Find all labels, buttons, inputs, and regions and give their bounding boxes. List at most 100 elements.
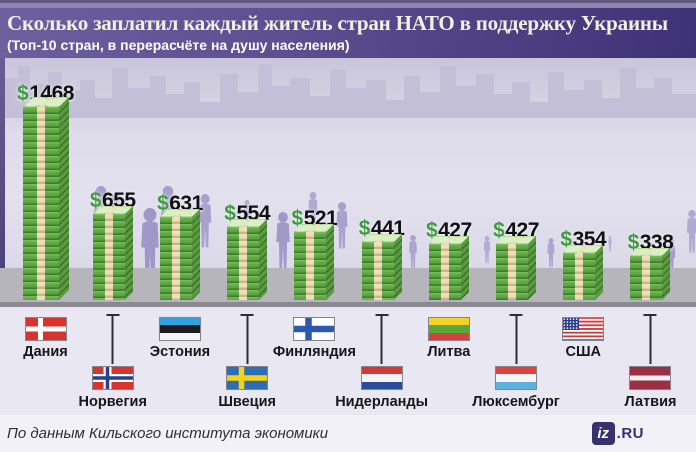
connector-line — [510, 314, 523, 364]
stack-front-face — [92, 214, 125, 300]
bar-value-label: $427 — [426, 220, 472, 241]
flag-column-luxembourg: Люксембург — [472, 307, 560, 415]
stack-front-face — [428, 244, 461, 300]
page-subtitle: (Топ-10 стран, в перерасчёте на душу нас… — [7, 37, 350, 54]
bar-column-denmark: $1468 — [12, 83, 79, 300]
source-note: По данным Кильского института экономики — [7, 425, 329, 442]
stack-side-face — [393, 234, 402, 300]
bar-column-norway: $655 — [79, 190, 146, 300]
flag-svg — [24, 317, 67, 341]
bar-value-label: $631 — [157, 193, 203, 214]
stack-front-face — [496, 244, 529, 300]
connector-line — [241, 314, 254, 364]
flag-icon-usa — [562, 317, 605, 342]
stack-side-face — [58, 97, 69, 300]
value-number: 655 — [102, 189, 136, 212]
page-title: Сколько заплатил каждый житель стран НАТ… — [7, 11, 668, 35]
country-label: Люксембург — [472, 394, 560, 410]
money-stack — [227, 219, 268, 300]
stack-side-face — [326, 224, 335, 300]
flag-icon-lithuania — [427, 317, 470, 341]
header-top-strip — [0, 0, 696, 8]
country-label: Эстония — [149, 344, 211, 360]
bar-column-estonia: $631 — [146, 193, 213, 300]
money-stack — [361, 234, 402, 300]
flag-column-latvia: Латвия — [617, 307, 684, 415]
logo-suffix-text: .RU — [616, 425, 644, 442]
money-stack — [630, 248, 671, 300]
connector-line — [375, 314, 388, 364]
currency-symbol: $ — [425, 219, 438, 242]
money-stack — [22, 97, 69, 300]
flag-column-finland: Финляндия — [273, 307, 356, 415]
currency-symbol: $ — [358, 217, 371, 240]
flag-icon-finland — [293, 317, 336, 341]
flag-svg — [427, 317, 470, 341]
flag-column-denmark: Дания — [12, 307, 79, 415]
money-strap — [440, 244, 449, 300]
money-strap — [306, 232, 315, 300]
flag-column-sweden: Швеция — [214, 307, 281, 415]
iz-ru-logo: iz .RU — [591, 422, 644, 445]
bar-value-label: $354 — [560, 229, 606, 250]
bar-value-label: $441 — [359, 218, 405, 239]
value-number: 354 — [572, 228, 607, 251]
stack-side-face — [595, 245, 604, 300]
currency-symbol: $ — [291, 207, 304, 230]
flag-column-norway: Норвегия — [78, 307, 147, 415]
money-stack — [428, 236, 469, 300]
header: Сколько заплатил каждый житель стран НАТ… — [0, 8, 696, 58]
country-label: Норвегия — [78, 394, 147, 410]
money-strap — [508, 244, 517, 300]
value-number: 338 — [639, 231, 674, 254]
currency-symbol: $ — [89, 189, 102, 212]
currency-symbol: $ — [17, 82, 29, 105]
stack-side-face — [191, 209, 200, 300]
money-strap — [171, 217, 180, 300]
bar-column-lithuania: $427 — [415, 220, 482, 300]
money-strap — [239, 227, 248, 300]
bar-value-label: $554 — [224, 203, 270, 224]
bar-column-luxembourg: $427 — [483, 220, 550, 300]
flag-icon-sweden — [226, 366, 269, 390]
money-stack — [563, 245, 604, 300]
stack-side-face — [528, 236, 537, 300]
value-number: 554 — [236, 202, 271, 225]
footer: По данным Кильского института экономики … — [0, 415, 696, 452]
country-label: США — [565, 344, 602, 360]
bar-chart: $1468 $655 $631 $554 $521 $441 $427 $427 $354 $33… — [0, 58, 696, 307]
bar-column-sweden: $554 — [214, 203, 281, 300]
iz-logo-icon: iz — [591, 422, 615, 445]
currency-symbol: $ — [493, 219, 505, 242]
stack-side-face — [662, 248, 671, 300]
flag-icon-denmark — [24, 317, 67, 341]
stack-side-face — [460, 236, 469, 300]
flag-svg — [360, 366, 403, 390]
currency-symbol: $ — [627, 231, 640, 254]
money-strap — [373, 242, 382, 300]
country-label: Дания — [23, 344, 68, 360]
stack-front-face — [630, 256, 663, 300]
flag-svg — [293, 317, 336, 341]
bar-value-label: $655 — [90, 190, 136, 211]
money-stack — [496, 236, 537, 300]
money-stack — [294, 224, 335, 300]
value-number: 441 — [370, 217, 405, 240]
stack-front-face — [563, 253, 596, 300]
currency-symbol: $ — [224, 202, 236, 225]
flag-icon-latvia — [629, 366, 672, 390]
currency-symbol: $ — [157, 192, 169, 215]
flag-svg — [495, 366, 538, 390]
flag-icon-netherlands — [360, 366, 403, 390]
bar-column-finland: $521 — [281, 208, 348, 300]
city-skyline-graphic — [0, 64, 696, 118]
flag-column-estonia: Эстония — [146, 307, 213, 415]
bar-columns: $1468 $655 $631 $554 $521 $441 $427 $427 $354 $33… — [0, 58, 696, 307]
value-number: 427 — [505, 219, 539, 242]
money-strap — [642, 256, 651, 300]
flag-column-lithuania: Литва — [415, 307, 482, 415]
stack-front-face — [361, 242, 394, 300]
stack-side-face — [124, 206, 133, 300]
country-label: Финляндия — [272, 344, 356, 360]
